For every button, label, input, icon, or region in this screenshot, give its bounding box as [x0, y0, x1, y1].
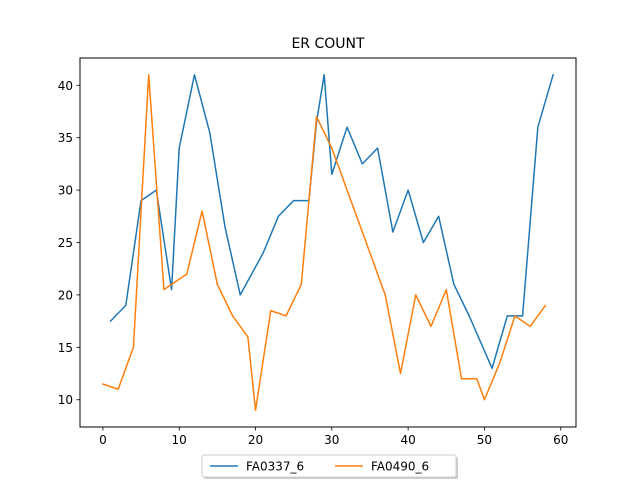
y-axis: 10 15 20 25 30 35 40: [58, 79, 80, 407]
x-tick-label: 20: [248, 433, 263, 447]
legend-label: FA0337_6: [246, 460, 304, 474]
x-tick-label: 10: [172, 433, 187, 447]
x-tick-label: 60: [553, 433, 568, 447]
legend-frame: [201, 454, 457, 478]
y-tick-label: 40: [58, 79, 73, 93]
x-axis: 0 10 20 30 40 50 60: [99, 427, 568, 447]
legend: FA0337_6 FA0490_6: [201, 454, 458, 479]
y-tick-label: 35: [58, 131, 73, 145]
x-tick-label: 40: [400, 433, 415, 447]
x-tick-label: 50: [477, 433, 492, 447]
legend-label: FA0490_6: [371, 460, 429, 474]
series-lines: [101, 73, 555, 411]
y-tick-label: 30: [58, 184, 73, 198]
series-line-1: [101, 74, 547, 411]
y-tick-label: 15: [58, 341, 73, 355]
x-tick-label: 0: [99, 433, 107, 447]
chart-title: ER COUNT: [291, 36, 365, 52]
x-tick-label: 30: [324, 433, 339, 447]
y-tick-label: 25: [58, 236, 73, 250]
y-tick-label: 20: [58, 288, 73, 302]
series-line-0: [109, 73, 555, 370]
y-tick-label: 10: [58, 393, 73, 407]
